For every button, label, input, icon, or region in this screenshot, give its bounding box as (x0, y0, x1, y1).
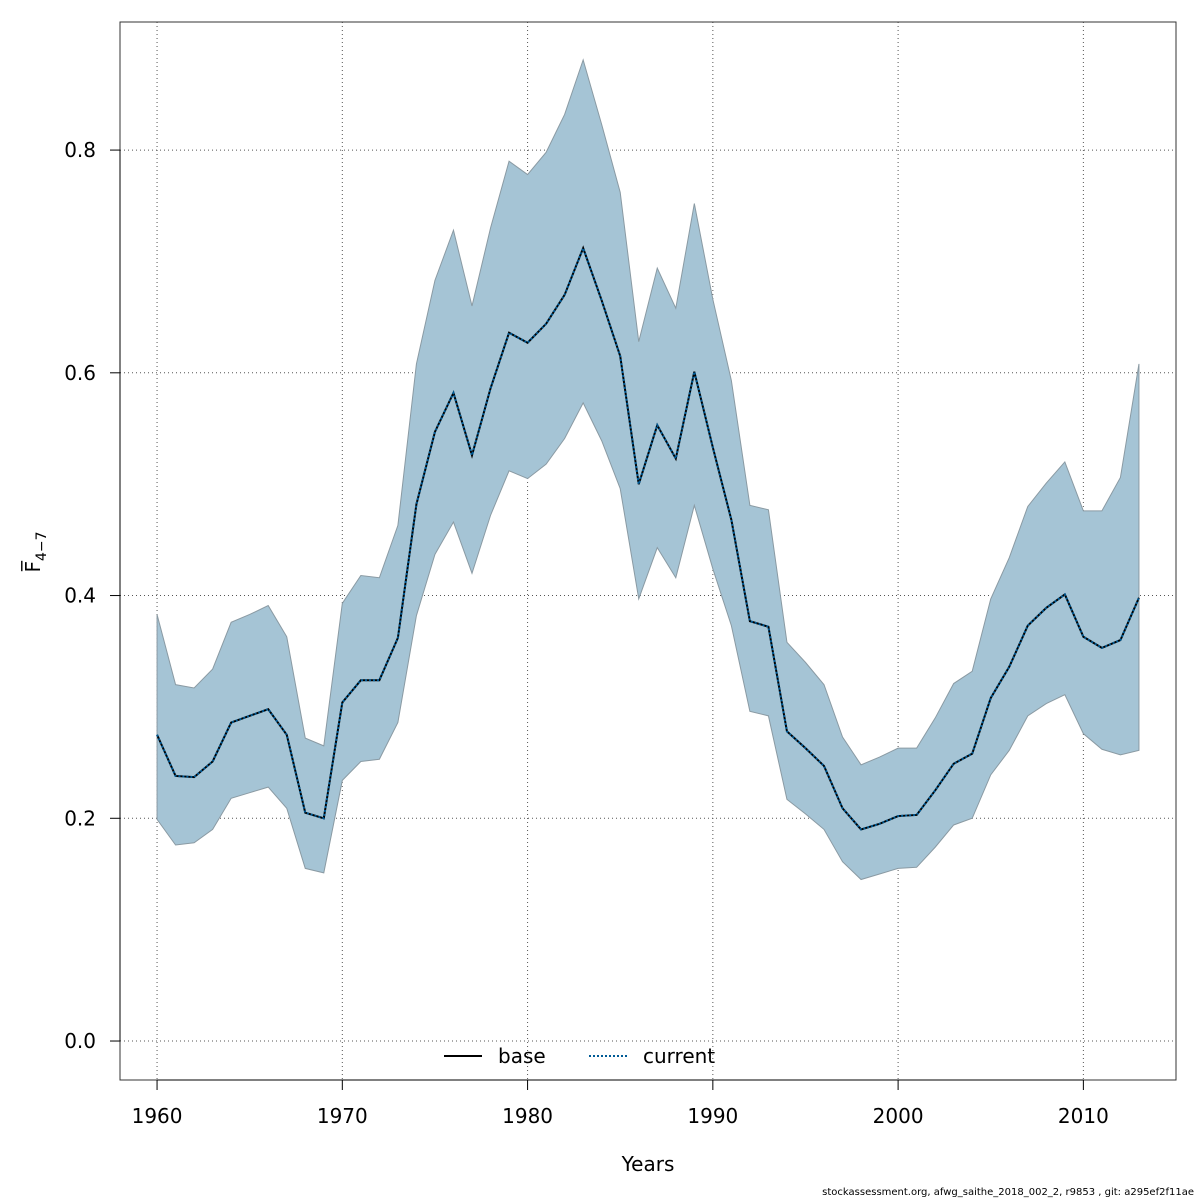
y-axis-title: F̅4−7 (20, 531, 50, 572)
x-tick-label: 1970 (317, 1104, 368, 1128)
x-tick-label: 1960 (132, 1104, 183, 1128)
confidence-band-layer (156, 58, 1140, 881)
legend: base current (444, 1044, 715, 1068)
y-axis-title-subscript: 4−7 (34, 531, 50, 561)
confidence-band (156, 58, 1140, 881)
y-tick-label: 0.2 (64, 806, 96, 830)
x-tick-label: 1980 (502, 1104, 553, 1128)
legend-label-current: current (643, 1044, 715, 1068)
legend-label-base: base (498, 1044, 546, 1068)
x-axis-title: Years (621, 1152, 675, 1176)
legend-item-base: base (444, 1044, 546, 1068)
y-axis: 0.0 0.2 0.4 0.6 0.8 (64, 138, 121, 1053)
svg-text:F̅4−7: F̅4−7 (20, 531, 50, 572)
x-tick-label: 2000 (873, 1104, 924, 1128)
footer-credit: stockassessment.org, afwg_saithe_2018_00… (822, 1187, 1194, 1198)
x-tick-label: 2010 (1058, 1104, 1109, 1128)
series-layer (156, 245, 1140, 831)
y-axis-title-main: F̅ (20, 560, 45, 573)
x-tick-label: 1990 (687, 1104, 738, 1128)
series-line-current (156, 245, 1140, 831)
legend-item-current: current (589, 1044, 715, 1068)
y-tick-label: 0.4 (64, 584, 96, 608)
y-tick-label: 0.6 (64, 361, 96, 385)
x-axis: 1960 1970 1980 1990 2000 2010 (132, 1079, 1109, 1128)
y-tick-label: 0.8 (64, 138, 96, 162)
y-tick-label: 0.0 (64, 1029, 96, 1053)
